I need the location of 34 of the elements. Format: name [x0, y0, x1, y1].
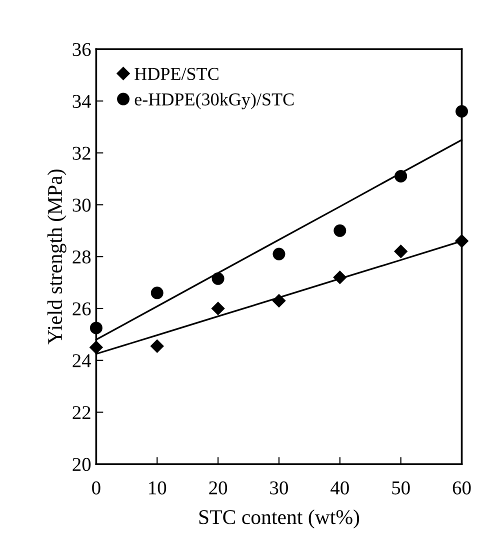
x-tick-label: 10: [149, 481, 166, 494]
x-tick-label: 30: [270, 481, 288, 494]
point: [90, 322, 102, 334]
legend-label: HDPE/STC: [134, 68, 218, 80]
point: [333, 270, 346, 284]
x-tick-label: 50: [392, 481, 410, 494]
x-tick-label: 20: [209, 481, 228, 494]
point: [272, 294, 286, 308]
x-axis-title: STC content (wt%): [199, 510, 360, 528]
y-tick-label: 22: [72, 406, 90, 419]
point: [150, 340, 164, 353]
point: [456, 105, 468, 118]
x-tick-label: 60: [452, 481, 471, 494]
y-tick-label: 32: [72, 146, 90, 160]
point: [272, 248, 286, 260]
point: [150, 286, 164, 300]
y-tick-label: 34: [72, 94, 92, 108]
y-tick-label: 20: [72, 458, 91, 472]
point: [211, 302, 225, 316]
point: [90, 340, 103, 354]
x-tick-label: 40: [330, 481, 349, 494]
y-tick-label: 36: [72, 43, 91, 56]
y-axis-title: Yield strength (MPa): [47, 170, 66, 344]
point: [334, 224, 346, 237]
legend-label: e-HDPE(30kGy)/STC: [134, 92, 294, 110]
y-tick-label: 28: [72, 250, 91, 264]
point: [394, 170, 408, 182]
y-tick-label: 24: [72, 354, 92, 368]
point: [212, 272, 224, 285]
x-tick-label: 0: [92, 481, 100, 494]
y-tick-label: 26: [72, 302, 91, 316]
point: [455, 234, 468, 248]
point: [394, 244, 408, 258]
y-tick-label: 30: [72, 198, 91, 212]
